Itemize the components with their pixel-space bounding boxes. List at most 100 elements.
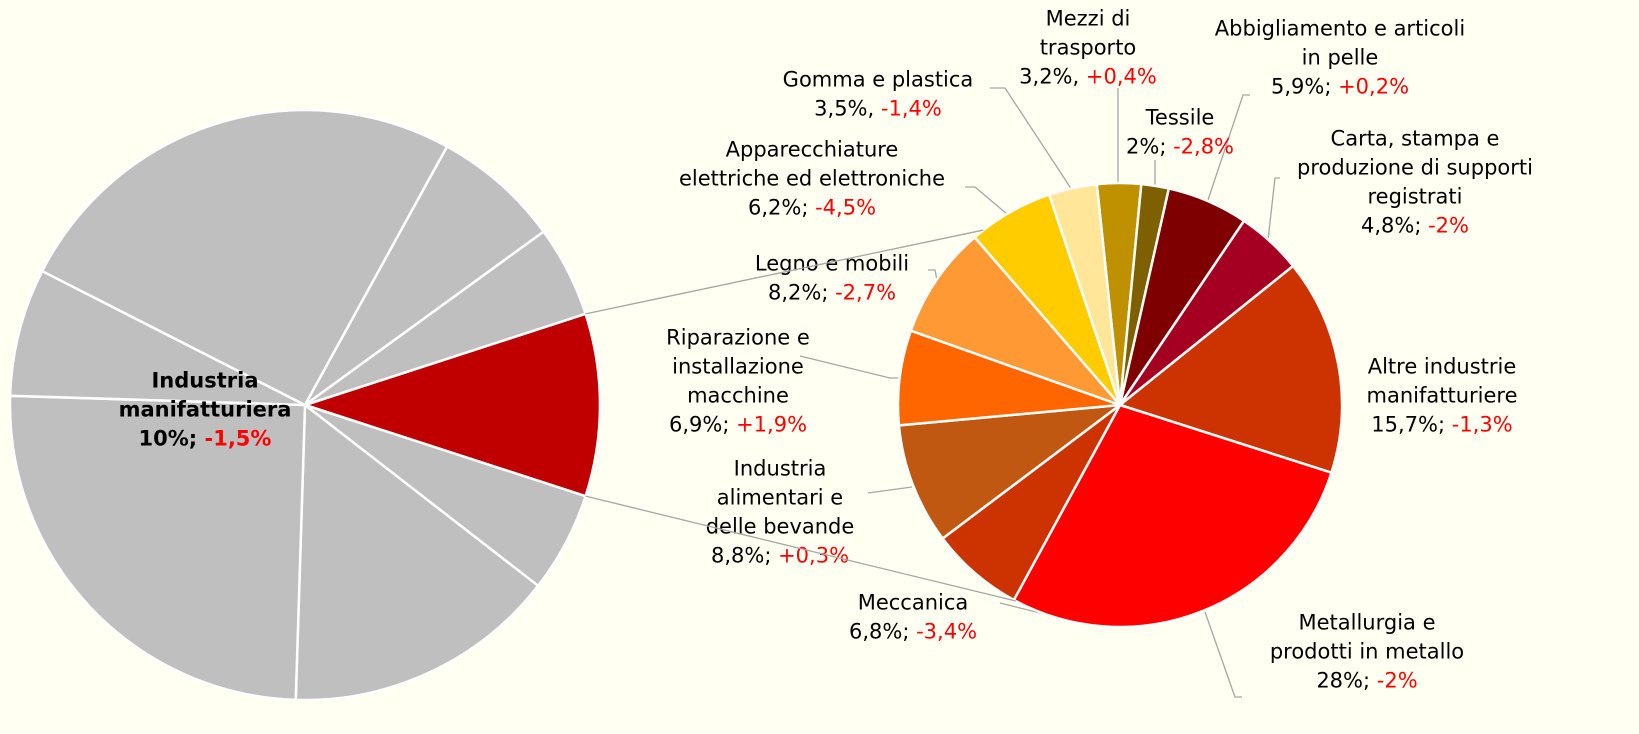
slice-label: Altre industrie manifatturiere 15,7%; -1,3… bbox=[1367, 354, 1518, 436]
value-label: 8,2% bbox=[768, 280, 821, 304]
pie bbox=[896, 181, 1344, 629]
label-line: Industria bbox=[151, 368, 258, 392]
change-label: -1,5% bbox=[205, 426, 272, 450]
separator: ; bbox=[821, 280, 828, 304]
label-line: Apparecchiature bbox=[726, 137, 899, 161]
label-line: installazione bbox=[672, 354, 804, 378]
label-line: alimentari e bbox=[717, 485, 843, 509]
label-line: trasporto bbox=[1040, 35, 1137, 59]
change-label: +0,4% bbox=[1086, 64, 1157, 88]
pie-slice bbox=[40, 108, 449, 407]
change-label: -2% bbox=[1428, 213, 1469, 237]
label-line: elettriche ed elettroniche bbox=[679, 166, 945, 190]
value-label: 6,2% bbox=[748, 195, 801, 219]
change-label: +0,3% bbox=[778, 543, 849, 567]
slice-label: Industria alimentari e delle bevande 8,8%; … bbox=[706, 456, 855, 567]
value-label: 6,9% bbox=[669, 412, 722, 436]
label-line: Tessile bbox=[1145, 105, 1215, 129]
value-label: 15,7% bbox=[1371, 412, 1438, 436]
slice-label: Meccanica 6,8%; -3,4% bbox=[849, 590, 977, 643]
leader-line bbox=[1204, 611, 1242, 698]
change-label: -3,4% bbox=[916, 619, 977, 643]
pie-slice bbox=[1012, 403, 1333, 629]
pie-slice bbox=[8, 394, 307, 702]
label-line: manifatturiera bbox=[119, 397, 292, 421]
separator: ; bbox=[1159, 134, 1166, 158]
change-label: -1,3% bbox=[1452, 412, 1513, 436]
separator: ; bbox=[902, 619, 909, 643]
slice-label: Carta, stampa e produzione di supporti reg… bbox=[1297, 126, 1533, 237]
separator: ; bbox=[1414, 213, 1421, 237]
label-line: prodotti in metallo bbox=[1270, 639, 1464, 663]
value-label: 8,8% bbox=[711, 543, 764, 567]
value-label: 10% bbox=[139, 426, 189, 450]
slice-label: Gomma e plastica 3,5%, -1,4% bbox=[783, 67, 974, 120]
change-label: -2,7% bbox=[835, 280, 896, 304]
slice-label: Apparecchiature elettriche ed elettronich… bbox=[679, 137, 945, 219]
value-label: 3,2% bbox=[1019, 64, 1072, 88]
value-label: 5,9% bbox=[1271, 74, 1324, 98]
separator: ; bbox=[722, 412, 729, 436]
label-line: Industria bbox=[734, 456, 827, 480]
pie-slice bbox=[1047, 182, 1122, 406]
slice-label: Legno e mobili 8,2%; -2,7% bbox=[755, 251, 909, 304]
value-label: 6,8% bbox=[849, 619, 902, 643]
change-label: +1,9% bbox=[736, 412, 807, 436]
slice-label: Metallurgia e prodotti in metallo 28%; -2% bbox=[1270, 610, 1464, 692]
leader-line bbox=[965, 186, 1008, 215]
label-line: Riparazione e bbox=[666, 325, 810, 349]
label-line: manifatturiere bbox=[1367, 383, 1518, 407]
value-label: 3,5% bbox=[814, 96, 867, 120]
separator: ; bbox=[801, 195, 808, 219]
pie-slice bbox=[303, 144, 546, 407]
slice-label: Riparazione e installazione macchine 6,9%; … bbox=[666, 325, 810, 436]
label-line: Legno e mobili bbox=[755, 251, 909, 275]
pie-slice bbox=[8, 269, 306, 407]
label-line: produzione di supporti bbox=[1297, 155, 1533, 179]
separator: ; bbox=[1438, 412, 1445, 436]
separator: ; bbox=[1363, 668, 1370, 692]
label-line: Abbigliamento e articoli bbox=[1215, 16, 1465, 40]
value-label: 4,8% bbox=[1361, 213, 1414, 237]
label-line: registrati bbox=[1367, 184, 1462, 208]
label-line: Carta, stampa e bbox=[1331, 126, 1500, 150]
value-label: 2% bbox=[1126, 134, 1159, 158]
change-label: +0,2% bbox=[1338, 74, 1409, 98]
label-line: Altre industrie bbox=[1368, 354, 1517, 378]
leader-line bbox=[867, 486, 913, 494]
pie-slice bbox=[300, 312, 602, 498]
label-line: macchine bbox=[687, 383, 789, 407]
label-line: Metallurgia e bbox=[1298, 610, 1435, 634]
label-line: delle bevande bbox=[706, 514, 855, 538]
label-line: in pelle bbox=[1302, 45, 1379, 69]
label-line: Gomma e plastica bbox=[783, 67, 974, 91]
pie-slice bbox=[897, 403, 1125, 541]
slice-label: Mezzi di trasporto 3,2%, +0,4% bbox=[1019, 6, 1157, 88]
label-line: Meccanica bbox=[858, 590, 969, 614]
change-label: -4,5% bbox=[815, 195, 876, 219]
pie-slice bbox=[1117, 264, 1344, 475]
leader-line bbox=[1267, 177, 1280, 241]
separator: ; bbox=[764, 543, 771, 567]
change-label: -2,8% bbox=[1173, 134, 1234, 158]
separator: ; bbox=[189, 426, 197, 450]
change-label: -2% bbox=[1377, 668, 1418, 692]
leader-line bbox=[1207, 94, 1250, 201]
connector-line bbox=[585, 495, 1016, 602]
slice-label: Abbigliamento e articoli in pelle 5,9%; +0… bbox=[1215, 16, 1465, 98]
label-line: Mezzi di bbox=[1046, 6, 1131, 30]
separator: , bbox=[868, 96, 875, 120]
pie-slice bbox=[294, 402, 540, 702]
pie-slice bbox=[909, 235, 1125, 408]
connector-line bbox=[585, 229, 984, 315]
pie-slice bbox=[304, 229, 588, 407]
change-label: -1,4% bbox=[881, 96, 942, 120]
leader-line bbox=[990, 87, 1073, 191]
pie bbox=[8, 108, 602, 702]
slice-label: Industria manifatturiera 10%; -1,5% bbox=[119, 368, 292, 450]
leader-line bbox=[799, 355, 902, 379]
separator: , bbox=[1073, 64, 1080, 88]
value-label: 28% bbox=[1316, 668, 1363, 692]
separator: ; bbox=[1324, 74, 1331, 98]
